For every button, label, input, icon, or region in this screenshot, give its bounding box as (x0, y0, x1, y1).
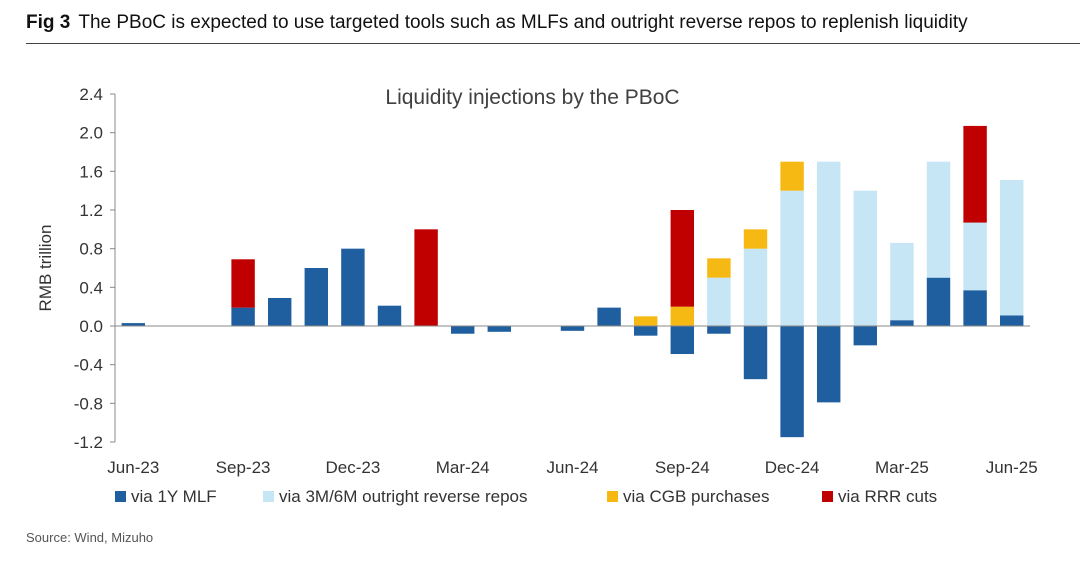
bar-aug-24-series-3 (633, 316, 658, 326)
legend-swatch-series-3 (607, 491, 618, 502)
x-tick-label: Sep-23 (216, 458, 271, 477)
bar-nov-24-series-2 (743, 248, 768, 326)
y-tick-label: 2.4 (79, 85, 103, 104)
legend-swatch-series-1 (115, 491, 126, 502)
x-tick-label: Jun-24 (547, 458, 599, 477)
y-tick-label: 1.2 (79, 201, 103, 220)
bar-oct-24-series-1 (707, 326, 731, 334)
y-tick-label: 0.8 (79, 240, 103, 259)
bar-dec-23-series-1 (341, 248, 365, 326)
x-tick-label: Dec-24 (765, 458, 820, 477)
bar-oct-23-series-1 (267, 297, 292, 326)
figure-caption-text: The PBoC is expected to use targeted too… (78, 12, 968, 33)
bar-jul-24-series-1 (597, 307, 621, 326)
legend-swatch-series-4 (822, 491, 833, 502)
legend-swatch-series-2 (263, 491, 274, 502)
bar-aug-24-series-1 (633, 326, 658, 336)
bar-dec-24-series-2 (780, 190, 804, 326)
bar-jun-24-series-1 (560, 326, 585, 331)
legend-label-series-4: via RRR cuts (838, 487, 937, 506)
legend-label-series-1: via 1Y MLF (131, 487, 217, 506)
bar-mar-24-series-1 (450, 326, 475, 334)
bar-nov-24-series-3 (743, 229, 768, 249)
x-tick-label: Jun-23 (107, 458, 159, 477)
bar-oct-24-series-2 (707, 277, 731, 326)
bar-sep-23-series-4 (231, 259, 255, 308)
bar-may-25-series-1 (963, 290, 987, 326)
y-tick-label: 2.0 (79, 124, 103, 143)
bar-mar-25-series-2 (890, 242, 914, 321)
y-tick-label: -0.4 (74, 356, 103, 375)
bar-feb-25-series-1 (853, 326, 878, 346)
chart-title: Liquidity injections by the PBoC (385, 86, 679, 109)
bar-sep-24-series-1 (670, 326, 695, 355)
source-note: Source: Wind, Mizuho (26, 530, 154, 545)
bar-apr-24-series-1 (487, 326, 512, 332)
y-tick-label: -0.8 (74, 394, 103, 413)
bar-sep-24-series-4 (670, 210, 695, 307)
bar-jun-25-series-2 (999, 180, 1024, 316)
bar-sep-23-series-1 (231, 307, 255, 326)
y-tick-label: 0.4 (79, 278, 103, 297)
bar-jan-24-series-1 (377, 305, 402, 326)
bar-nov-23-series-1 (304, 268, 329, 326)
bar-nov-24-series-1 (743, 326, 768, 380)
bar-jan-25-series-2 (816, 161, 841, 326)
bar-dec-24-series-3 (780, 161, 804, 191)
bar-apr-25-series-1 (926, 277, 951, 326)
y-tick-label: 1.6 (79, 162, 103, 181)
x-tick-label: Dec-23 (325, 458, 380, 477)
bar-jan-25-series-1 (816, 326, 841, 403)
bar-feb-25-series-2 (853, 190, 878, 326)
y-tick-label: 0.0 (79, 317, 103, 336)
bar-jun-23-series-1 (121, 323, 146, 326)
bar-oct-24-series-3 (707, 258, 731, 278)
bar-apr-25-series-2 (926, 161, 951, 278)
figure-caption: Fig 3 The PBoC is expected to use targete… (26, 12, 968, 34)
x-tick-label: Jun-25 (986, 458, 1038, 477)
bar-mar-25-series-1 (890, 320, 914, 326)
x-tick-label: Mar-24 (436, 458, 490, 477)
figure-number: Fig 3 (26, 12, 71, 33)
legend-label-series-2: via 3M/6M outright reverse repos (279, 487, 528, 506)
bar-may-25-series-4 (963, 125, 987, 223)
x-tick-label: Mar-25 (875, 458, 929, 477)
bar-sep-24-series-3 (670, 306, 695, 326)
bar-feb-24-series-4 (414, 229, 438, 326)
legend-label-series-3: via CGB purchases (623, 487, 769, 506)
y-tick-label: -1.2 (74, 433, 103, 452)
x-tick-label: Sep-24 (655, 458, 710, 477)
bar-jun-25-series-1 (999, 315, 1024, 326)
bar-dec-24-series-1 (780, 326, 804, 438)
y-axis-label: RMB trillion (36, 225, 55, 312)
header-rule (26, 43, 1080, 44)
bar-may-25-series-2 (963, 222, 987, 291)
